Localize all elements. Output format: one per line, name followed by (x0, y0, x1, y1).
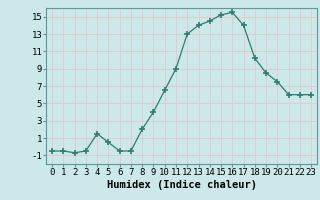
X-axis label: Humidex (Indice chaleur): Humidex (Indice chaleur) (107, 180, 257, 190)
